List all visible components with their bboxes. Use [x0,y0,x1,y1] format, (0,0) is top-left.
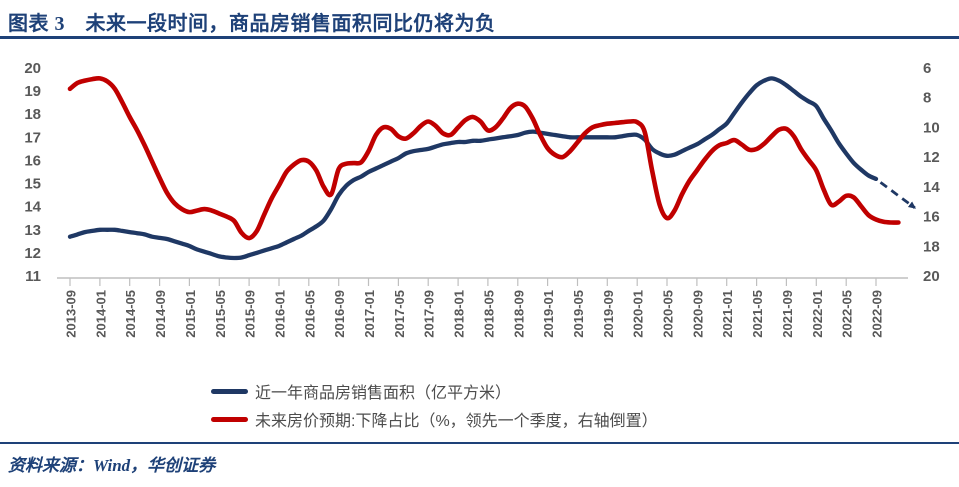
price-expectation-line-swatch [211,416,248,422]
right-axis-tick-label: 8 [923,90,931,107]
left-axis-tick-label: 15 [24,176,41,193]
x-tick-label: 2020-05 [661,290,676,338]
x-tick-label: 2017-01 [362,290,377,338]
x-tick-label: 2013-09 [64,290,79,338]
x-tick-label: 2015-05 [213,290,228,338]
title-underline [0,36,959,39]
left-axis-tick-label: 16 [24,152,41,169]
x-tick-label: 2022-01 [810,290,825,338]
right-axis-tick-label: 20 [923,268,940,285]
x-tick-label: 2019-09 [601,290,616,338]
x-tick-label: 2016-05 [302,290,317,338]
left-axis-tick-label: 11 [25,268,41,285]
left-axis-tick-label: 19 [24,83,41,100]
x-tick-label: 2018-09 [511,290,526,338]
left-axis-tick-label: 13 [24,222,41,239]
x-tick-label: 2014-05 [123,290,138,338]
left-axis-tick-label: 12 [24,245,41,262]
x-tick-label: 2016-01 [273,290,288,338]
right-axis-tick-label: 14 [923,179,940,196]
sales-area-line-swatch [211,388,248,394]
price-expectation-legend-label: 未来房价预期:下降占比（%，领先一个季度，右轴倒置） [255,413,658,430]
x-tick-label: 2019-01 [541,290,556,338]
left-axis-tick-label: 20 [24,60,41,77]
forecast-arrow [879,181,917,209]
x-tick-label: 2021-05 [750,290,765,338]
x-tick-label: 2022-05 [840,290,855,338]
sales-area-line [67,76,879,261]
left-axis-tick-label: 14 [24,199,41,216]
left-axis: 20 19 18 17 16 15 14 13 12 11 [24,60,41,285]
x-tick-label: 2021-01 [720,290,735,338]
right-axis-tick-label: 12 [923,149,940,166]
right-axis-tick-label: 18 [923,238,940,255]
right-axis: 6 8 10 12 14 16 18 20 [923,60,940,285]
x-tick-label: 2015-09 [243,290,258,338]
x-axis: 2013-09 2014-01 2014-05 2014-09 2015-01 2015-… [64,278,885,338]
footer-divider [0,442,959,444]
page-title: 图表 3 未来一段时间，商品房销售面积同比仍将为负 [8,13,496,35]
x-tick-label: 2017-05 [392,290,407,338]
legend-item-sales-area: 近一年商品房销售面积（亿平方米） [211,377,658,405]
right-axis-tick-label: 16 [923,209,940,226]
x-tick-label: 2018-05 [481,290,496,338]
price-expectation-line [67,75,901,241]
legend-item-price-expectation: 未来房价预期:下降占比（%，领先一个季度，右轴倒置） [211,405,658,433]
right-axis-tick-label: 10 [923,119,940,136]
x-tick-label: 2014-09 [153,290,168,338]
x-tick-label: 2017-09 [422,290,437,338]
legend: 近一年商品房销售面积（亿平方米） 未来房价预期:下降占比（%，领先一个季度，右轴… [211,377,658,433]
left-axis-tick-label: 18 [24,106,41,123]
x-tick-label: 2021-09 [780,290,795,338]
x-tick-label: 2016-09 [332,290,347,338]
data-source-note: 资料来源：Wind，华创证券 [8,456,216,475]
x-tick-label: 2019-05 [571,290,586,338]
x-tick-label: 2020-01 [631,290,646,338]
x-tick-label: 2022-09 [870,290,885,338]
right-axis-tick-label: 6 [923,60,931,77]
x-tick-label: 2014-01 [93,290,108,338]
left-axis-tick-label: 17 [24,129,41,146]
x-tick-label: 2015-01 [183,290,198,338]
sales-area-legend-label: 近一年商品房销售面积（亿平方米） [255,385,512,402]
x-tick-label: 2020-09 [690,290,705,338]
x-tick-label: 2018-01 [452,290,467,338]
